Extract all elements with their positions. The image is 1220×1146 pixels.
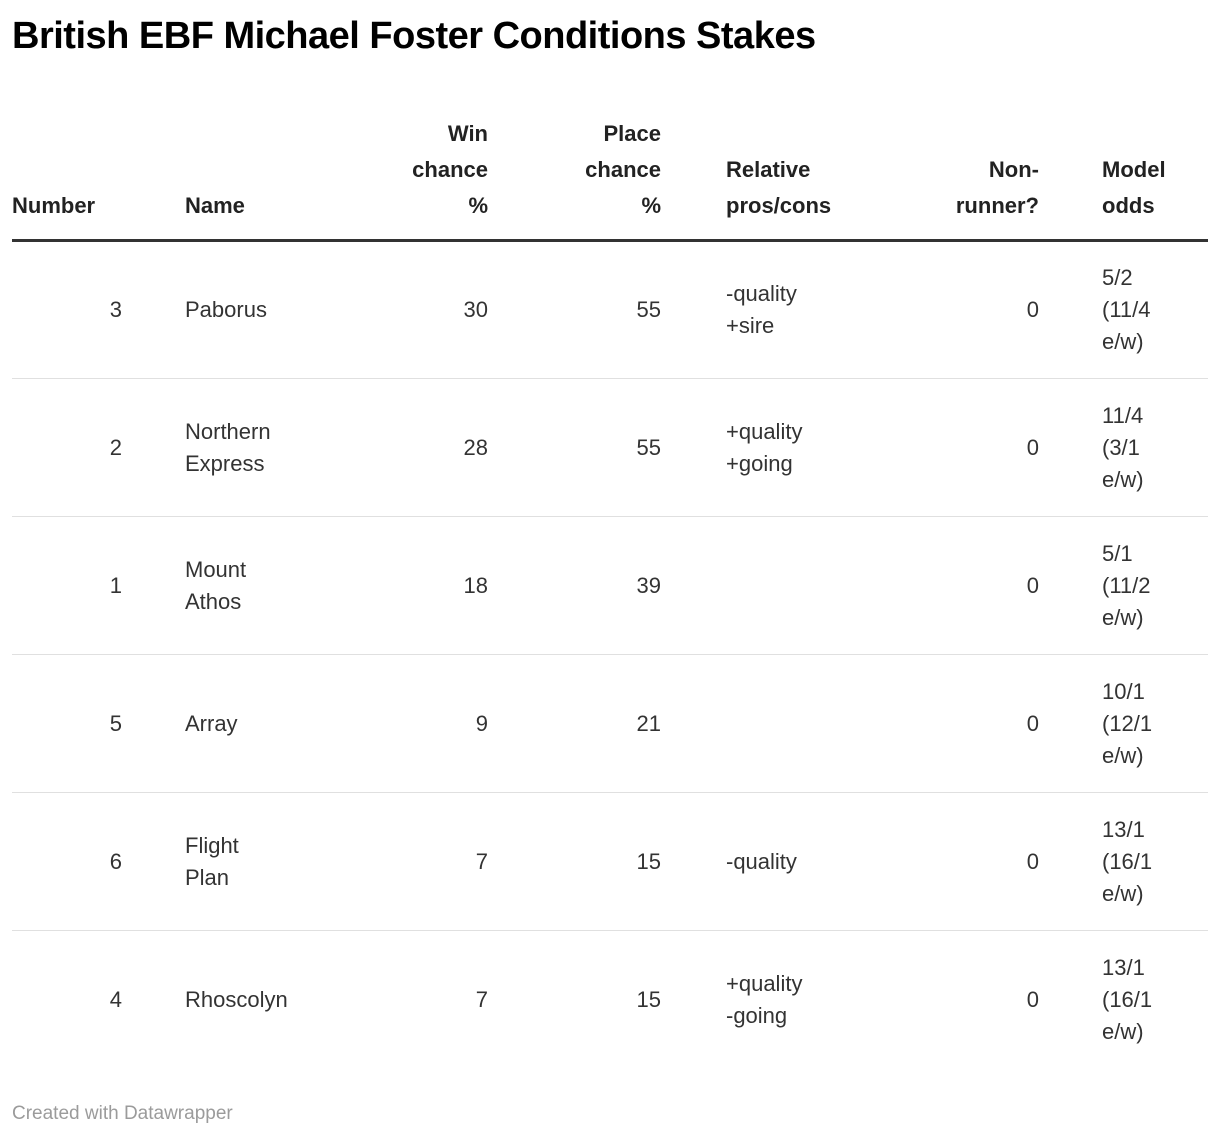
table-row: 6 Flight Plan 7 15 -quality 0 13/1 (16/1… [12,792,1208,931]
number-cell: 4 [12,930,122,1069]
pros-cons-cell: +quality -going [661,930,885,1069]
model-odds-cell: 11/4 (3/1 e/w) [1039,378,1208,517]
place-chance-cell: 55 [636,297,661,322]
non-runner-cell: 0 [885,378,1039,517]
place-chance-cell: 39 [488,516,661,655]
model-odds-cell: 5/2 (11/4 e/w) [1102,265,1151,354]
number-cell: 6 [12,792,122,931]
non-runner-cell: 0 [885,792,1039,931]
name-cell: Paborus [185,297,267,322]
non-runner-cell: 0 [885,930,1039,1069]
place-chance-cell: 15 [488,792,661,931]
name-cell: Flight Plan [122,792,330,931]
model-odds-cell: 10/1 (12/1 e/w) [1039,654,1208,793]
win-chance-cell: 30 [463,297,488,322]
win-chance-cell: 9 [330,654,488,793]
name-cell: Northern Express [122,378,330,517]
place-chance-cell: 21 [488,654,661,793]
table-row: 1 Mount Athos 18 39 0 5/1 (11/2 e/w) [12,516,1208,655]
table-row: 3 Paborus 30 55 -quality +sire 0 5/2 (11… [12,241,1208,379]
table-header-row: Number Name Win chance % Place chance % … [12,116,1208,242]
win-chance-cell: 28 [330,378,488,517]
name-cell: Array [122,654,330,793]
model-odds-cell: 5/1 (11/2 e/w) [1039,516,1208,655]
number-cell: 1 [12,516,122,655]
number-cell: 5 [12,654,122,793]
pros-cons-cell [661,654,885,793]
place-chance-cell: 55 [488,378,661,517]
non-runner-cell: 0 [885,654,1039,793]
place-chance-cell: 15 [488,930,661,1069]
win-chance-cell: 18 [330,516,488,655]
pros-cons-cell: -quality +sire [726,281,797,338]
win-chance-cell: 7 [330,930,488,1069]
pros-cons-cell [661,516,885,655]
column-header-number: Number [12,116,122,242]
column-header-model-odds: Model odds [1039,116,1208,242]
table-row: 2 Northern Express 28 55 +quality +going… [12,378,1208,517]
column-header-non-runner: Non- runner? [885,116,1039,242]
name-cell: Mount Athos [122,516,330,655]
table-row: 4 Rhoscolyn 7 15 +quality -going 0 13/1 … [12,930,1208,1069]
model-odds-cell: 13/1 (16/1 e/w) [1039,930,1208,1069]
column-header-place-chance: Place chance % [488,116,661,242]
win-chance-cell: 7 [330,792,488,931]
race-table: Number Name Win chance % Place chance % … [12,116,1208,1069]
page-title: British EBF Michael Foster Conditions St… [12,15,816,57]
pros-cons-cell: -quality [661,792,885,931]
model-odds-cell: 13/1 (16/1 e/w) [1039,792,1208,931]
non-runner-cell: 0 [885,516,1039,655]
column-header-pros-cons: Relative pros/cons [661,116,885,242]
number-cell: 2 [12,378,122,517]
datawrapper-credit[interactable]: Created with Datawrapper [12,1102,233,1124]
non-runner-cell: 0 [1026,297,1039,322]
number-cell: 3 [109,297,122,322]
name-cell: Rhoscolyn [122,930,330,1069]
pros-cons-cell: +quality +going [661,378,885,517]
column-header-win-chance: Win chance % [330,116,488,242]
column-header-name: Name [122,116,330,242]
table-row: 5 Array 9 21 0 10/1 (12/1 e/w) [12,654,1208,793]
